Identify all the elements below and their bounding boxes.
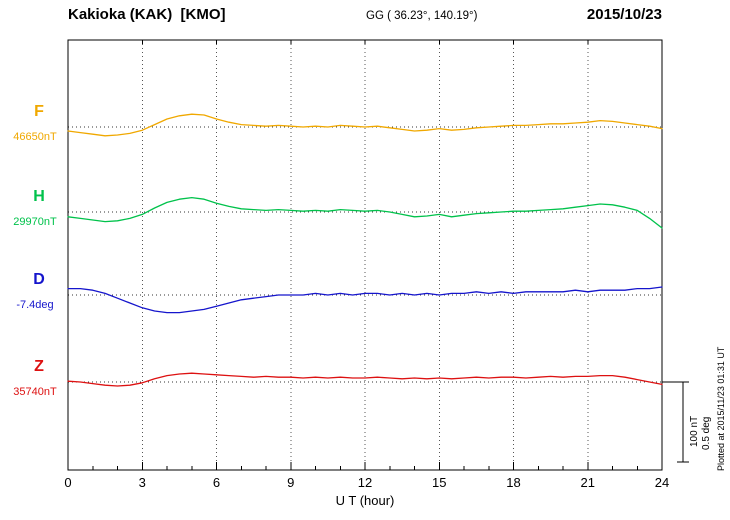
scale-bar-deg-label: 0.5 deg	[701, 416, 712, 450]
svg-text:24: 24	[655, 475, 669, 490]
svg-text:3: 3	[139, 475, 146, 490]
plotted-at-timestamp: Plotted at 2015/11/23 01:31 UT	[716, 346, 726, 471]
series-baseline-value-z: 35740nT	[13, 386, 57, 398]
svg-text:15: 15	[432, 475, 446, 490]
station-title: Kakioka (KAK) [KMO]	[68, 6, 226, 23]
svg-text:9: 9	[287, 475, 294, 490]
svg-text:18: 18	[506, 475, 520, 490]
x-axis-title: U T (hour)	[335, 493, 395, 508]
svg-text:21: 21	[581, 475, 595, 490]
series-label-h: H	[33, 188, 45, 205]
svg-text:0: 0	[64, 475, 71, 490]
series-label-d: D	[33, 271, 45, 288]
scale-bar-nt-label: 100 nT	[689, 415, 700, 447]
series-baseline-value-d: -7.4deg	[16, 299, 54, 311]
series-baseline-value-f: 46650nT	[13, 131, 57, 143]
svg-text:6: 6	[213, 475, 220, 490]
series-label-f: F	[34, 103, 44, 120]
geographic-coordinates: GG ( 36.23°, 140.19°)	[366, 10, 478, 22]
series-label-z: Z	[34, 358, 44, 375]
svg-text:12: 12	[358, 475, 372, 490]
series-baseline-value-h: 29970nT	[13, 216, 57, 228]
observation-date: 2015/10/23	[586, 6, 662, 23]
